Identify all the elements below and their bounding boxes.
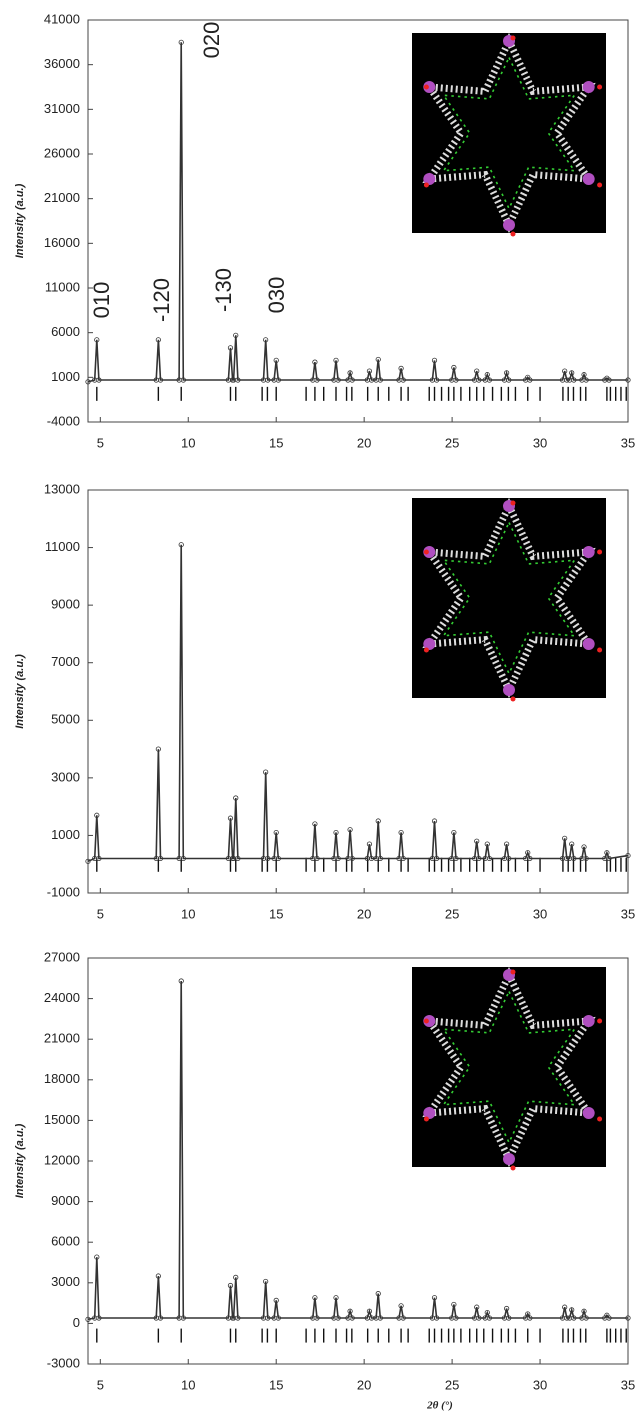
- metal-atom: [583, 638, 595, 650]
- peak-annotation: 030: [264, 277, 289, 314]
- y-axis-label: Intensity (a.u.): [14, 654, 26, 729]
- structure-inset: [412, 33, 606, 237]
- x-tick-label: 10: [181, 1377, 195, 1392]
- peak-annotation: 010: [89, 282, 114, 319]
- x-tick-label: 35: [621, 906, 635, 921]
- y-tick-label: 9000: [51, 597, 80, 612]
- x-tick-label: 15: [269, 906, 283, 921]
- y-tick-label: 36000: [44, 56, 80, 71]
- inset-background: [412, 967, 606, 1167]
- y-tick-label: 16000: [44, 235, 80, 250]
- x-tick-label: 20: [357, 435, 371, 450]
- metal-atom: [503, 1153, 515, 1165]
- y-tick-label: 21000: [44, 1031, 80, 1046]
- y-tick-label: 12000: [44, 1152, 80, 1167]
- y-tick-label: 24000: [44, 990, 80, 1005]
- x-tick-label: 25: [445, 1377, 459, 1392]
- y-tick-label: 11000: [45, 279, 80, 294]
- x-axis-label: 2θ (°): [426, 1400, 453, 1412]
- x-tick-label: 35: [621, 1377, 635, 1392]
- structure-inset: [412, 967, 606, 1171]
- x-tick-label: 30: [533, 906, 547, 921]
- y-tick-label: 6000: [51, 1234, 80, 1249]
- y-tick-label: 9000: [51, 1193, 80, 1208]
- y-tick-label: 27000: [44, 949, 80, 964]
- peak-annotation: -130: [211, 268, 236, 312]
- x-tick-label: 25: [445, 906, 459, 921]
- oxygen-atom: [597, 1117, 602, 1122]
- y-tick-label: 11000: [45, 539, 80, 554]
- y-tick-label: 1000: [51, 369, 80, 384]
- y-axis-label: Intensity (a.u.): [14, 183, 26, 258]
- oxygen-atom: [511, 970, 516, 975]
- oxygen-atom: [424, 1019, 429, 1024]
- y-axis-label: Intensity (a.u.): [14, 1123, 26, 1198]
- inset-background: [412, 33, 606, 233]
- y-tick-label: -1000: [47, 884, 80, 899]
- peak-annotation: -120: [149, 278, 174, 322]
- y-tick-label: 5000: [51, 712, 80, 727]
- y-tick-label: 3000: [51, 769, 80, 784]
- metal-atom: [583, 173, 595, 185]
- x-tick-label: 35: [621, 435, 635, 450]
- inset-background: [412, 498, 606, 698]
- oxygen-atom: [597, 648, 602, 653]
- oxygen-atom: [424, 1117, 429, 1122]
- y-tick-label: 18000: [44, 1071, 80, 1086]
- y-tick-label: 7000: [51, 654, 80, 669]
- y-tick-label: 15000: [44, 1112, 80, 1127]
- oxygen-atom: [511, 1166, 516, 1171]
- oxygen-atom: [511, 697, 516, 702]
- figure: -4000 1000 6000 11000 16000 21000 26000 31000 36…: [0, 0, 637, 1421]
- oxygen-atom: [424, 648, 429, 653]
- y-tick-label: 31000: [44, 101, 80, 116]
- x-tick-label: 5: [97, 435, 104, 450]
- y-tick-label: 6000: [51, 324, 80, 339]
- x-tick-label: 20: [357, 1377, 371, 1392]
- oxygen-atom: [597, 1019, 602, 1024]
- oxygen-atom: [597, 85, 602, 90]
- y-tick-label: 0: [73, 1315, 80, 1330]
- x-tick-label: 15: [269, 435, 283, 450]
- metal-atom: [583, 1107, 595, 1119]
- oxygen-atom: [424, 183, 429, 188]
- x-tick-label: 15: [269, 1377, 283, 1392]
- metal-atom: [503, 219, 515, 231]
- y-tick-label: 13000: [44, 481, 80, 496]
- oxygen-atom: [511, 501, 516, 506]
- oxygen-atom: [597, 183, 602, 188]
- y-tick-label: 1000: [51, 827, 80, 842]
- y-tick-label: 26000: [44, 145, 80, 160]
- oxygen-atom: [424, 85, 429, 90]
- oxygen-atom: [511, 232, 516, 237]
- oxygen-atom: [424, 550, 429, 555]
- y-tick-label: -4000: [47, 413, 80, 428]
- x-tick-label: 5: [97, 1377, 104, 1392]
- oxygen-atom: [597, 550, 602, 555]
- x-tick-label: 30: [533, 435, 547, 450]
- metal-atom: [583, 81, 595, 93]
- y-tick-label: 41000: [44, 11, 80, 26]
- metal-atom: [503, 684, 515, 696]
- oxygen-atom: [511, 36, 516, 41]
- peak-annotation: 020: [199, 22, 224, 59]
- x-tick-label: 25: [445, 435, 459, 450]
- x-tick-label: 20: [357, 906, 371, 921]
- x-tick-label: 10: [181, 435, 195, 450]
- x-tick-label: 30: [533, 1377, 547, 1392]
- metal-atom: [583, 546, 595, 558]
- metal-atom: [583, 1015, 595, 1027]
- structure-inset: [412, 498, 606, 702]
- y-tick-label: -3000: [47, 1355, 80, 1370]
- x-tick-label: 10: [181, 906, 195, 921]
- y-tick-label: 3000: [51, 1274, 80, 1289]
- x-tick-label: 5: [97, 906, 104, 921]
- y-tick-label: 21000: [44, 190, 80, 205]
